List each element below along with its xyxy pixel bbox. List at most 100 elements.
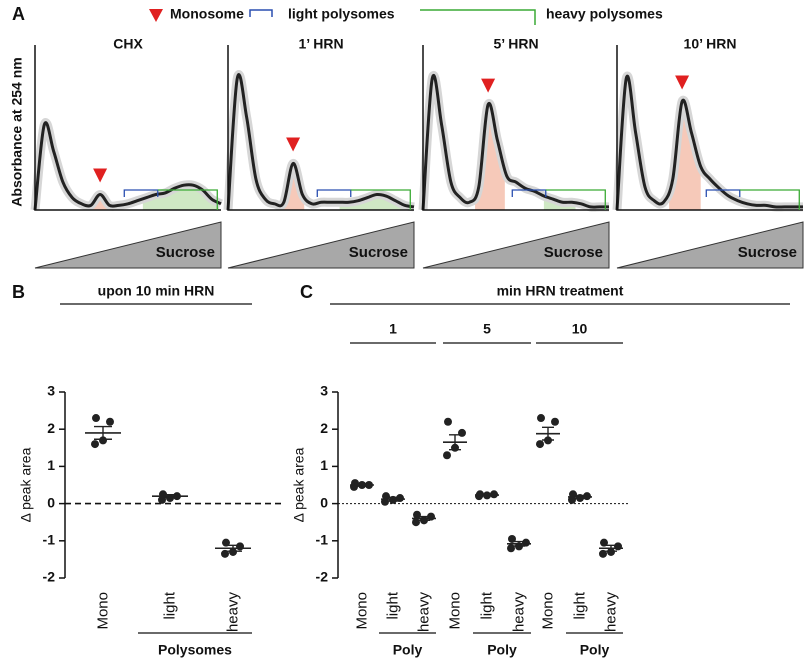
y-tick-label: 0 <box>320 494 328 510</box>
group-label: 10 <box>572 321 588 337</box>
panel-title: upon 10 min HRN <box>98 283 215 299</box>
x-tick-label: heavy <box>511 592 528 633</box>
y-tick-label: 1 <box>320 457 328 473</box>
sucrose-gradient <box>34 221 222 269</box>
x-tick-label: Mono <box>95 592 112 630</box>
panel-title: 1’ HRN <box>298 36 343 52</box>
monosome-marker <box>675 75 690 90</box>
legend-label: heavy polysomes <box>546 6 663 22</box>
data-point <box>229 547 237 556</box>
sub-label: Poly <box>487 642 517 658</box>
data-point <box>236 542 244 551</box>
panel-label: B <box>12 282 25 302</box>
panel-title: min HRN treatment <box>497 283 624 299</box>
axis <box>34 45 221 211</box>
y-tick-label: 3 <box>47 383 55 399</box>
sub-label: Poly <box>580 642 610 658</box>
heavy-bracket <box>157 189 218 210</box>
data-point <box>458 428 466 437</box>
y-axis-label: Absorbance at 254 nm <box>9 57 25 206</box>
trace <box>615 74 803 211</box>
legend-marker <box>420 9 536 25</box>
error-bar <box>481 493 493 497</box>
x-tick-label: Mono <box>447 592 464 630</box>
heavy-area <box>339 194 413 210</box>
heavy-bracket <box>739 189 800 210</box>
x-tick-label: heavy <box>416 592 433 633</box>
data-point <box>607 547 615 556</box>
axis <box>422 45 609 211</box>
legend-label: Monosome <box>170 6 244 22</box>
y-tick-label: 3 <box>320 383 328 399</box>
heavy-bracket <box>545 189 606 210</box>
panel-label: A <box>12 4 25 24</box>
gradient-label: Sucrose <box>156 244 215 261</box>
data-point <box>444 417 452 426</box>
data-point <box>396 494 404 503</box>
y-axis-label: Δ peak area <box>18 447 34 522</box>
gradient-label: Sucrose <box>544 244 603 261</box>
data-point <box>91 440 99 449</box>
y-tick-label: -1 <box>43 532 56 548</box>
data-point <box>443 451 451 460</box>
monosome-area <box>669 100 701 210</box>
error-bar <box>418 515 430 522</box>
y-axis-label: Δ peak area <box>291 447 307 522</box>
error-bar <box>356 483 368 487</box>
x-tick-label: heavy <box>603 592 620 633</box>
group-label: 1 <box>389 321 397 337</box>
light-bracket <box>123 189 159 197</box>
error-bar <box>574 494 586 500</box>
x-tick-label: light <box>479 591 496 619</box>
data-point <box>522 538 530 547</box>
monosome-marker <box>286 137 301 152</box>
sucrose-gradient <box>227 221 415 269</box>
panel-label: C <box>300 282 313 302</box>
y-tick-label: -2 <box>43 569 56 585</box>
axis <box>616 45 803 211</box>
y-tick-label: 2 <box>320 420 328 436</box>
error-bar <box>387 496 399 502</box>
panel-title: 10’ HRN <box>684 36 737 52</box>
legend-label: light polysomes <box>288 6 395 22</box>
x-tick-label: Mono <box>540 592 557 630</box>
y-tick-label: -1 <box>316 532 329 548</box>
panel-title: 5’ HRN <box>493 36 538 52</box>
error-bar <box>224 544 242 552</box>
trace <box>226 73 415 211</box>
trace <box>33 121 222 211</box>
sucrose-gradient <box>616 221 804 269</box>
x-tick-label: Mono <box>354 592 371 630</box>
gradient-label: Sucrose <box>349 244 408 261</box>
error-bar <box>94 425 112 440</box>
light-bracket <box>316 189 352 197</box>
x-tick-label: light <box>385 591 402 619</box>
legend-marker <box>249 9 273 17</box>
y-tick-label: 0 <box>47 494 55 510</box>
sub-label: Polysomes <box>158 642 232 658</box>
data-point <box>413 510 421 519</box>
axis <box>227 45 414 211</box>
error-bar <box>513 540 525 547</box>
error-bar <box>605 544 617 552</box>
gradient-label: Sucrose <box>738 244 797 261</box>
data-point <box>412 518 420 527</box>
y-tick-label: 1 <box>47 457 55 473</box>
light-bracket <box>705 189 741 197</box>
error-bar <box>449 434 461 451</box>
heavy-bracket <box>350 189 411 210</box>
data-point <box>551 417 559 426</box>
monosome-marker <box>93 168 108 183</box>
x-tick-label: light <box>162 591 179 619</box>
data-point <box>614 542 622 551</box>
trace <box>421 74 609 211</box>
y-tick-label: -2 <box>316 569 329 585</box>
group-label: 5 <box>483 321 491 337</box>
panel-title: CHX <box>113 36 143 52</box>
sucrose-gradient <box>422 221 610 269</box>
data-point <box>99 436 107 445</box>
data-point <box>92 414 100 423</box>
data-point <box>536 440 544 449</box>
